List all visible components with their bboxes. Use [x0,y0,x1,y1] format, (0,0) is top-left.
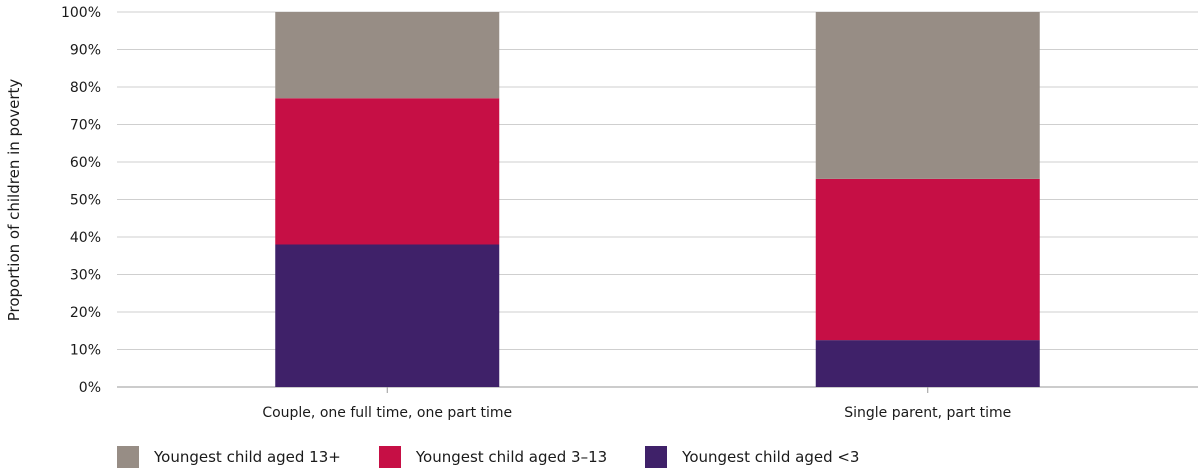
y-tick-label: 60% [70,155,101,171]
legend-swatch [117,446,139,468]
y-tick-label: 40% [70,230,101,246]
bar-segment [275,98,500,245]
bar-segment [275,12,500,99]
bar-segment [275,244,500,387]
y-tick-label: 100% [61,5,101,21]
y-axis-label: Proportion of children in poverty [5,79,23,322]
legend-swatch [378,446,401,468]
bar-segment [815,340,1040,387]
category-labels: Couple, one full time, one part time Sing… [262,387,1011,421]
category-label: Couple, one full time, one part time [262,405,512,421]
legend-item: Youngest child aged <3 [645,446,859,468]
bar-segment [815,178,1040,341]
y-tick-label: 70% [70,118,101,134]
y-tick-label: 20% [70,305,101,321]
legend-item: Youngest child aged 13+ [117,446,341,468]
y-tick-label: 0% [79,380,101,396]
y-tick-labels: 0% 10% 20% 30% 40% 50% 60% 70% 80% 90% 100% [61,5,101,396]
category-label: Single parent, part time [844,405,1011,421]
legend-label: Youngest child aged <3 [682,448,860,466]
y-tick-label: 80% [70,80,101,96]
legend-item: Youngest child aged 3–13 [378,446,608,468]
y-tick-label: 30% [70,268,101,284]
bar-segment [815,12,1040,179]
y-tick-label: 50% [70,193,101,209]
bars [275,12,1040,387]
legend-label: Youngest child aged 3–13 [415,448,608,466]
y-tick-label: 90% [70,43,101,59]
y-tick-label: 10% [70,343,101,359]
legend-swatch [645,446,668,468]
legend-label: Youngest child aged 13+ [154,448,341,466]
legend: Youngest child aged 13+ Youngest child ag… [117,446,897,468]
